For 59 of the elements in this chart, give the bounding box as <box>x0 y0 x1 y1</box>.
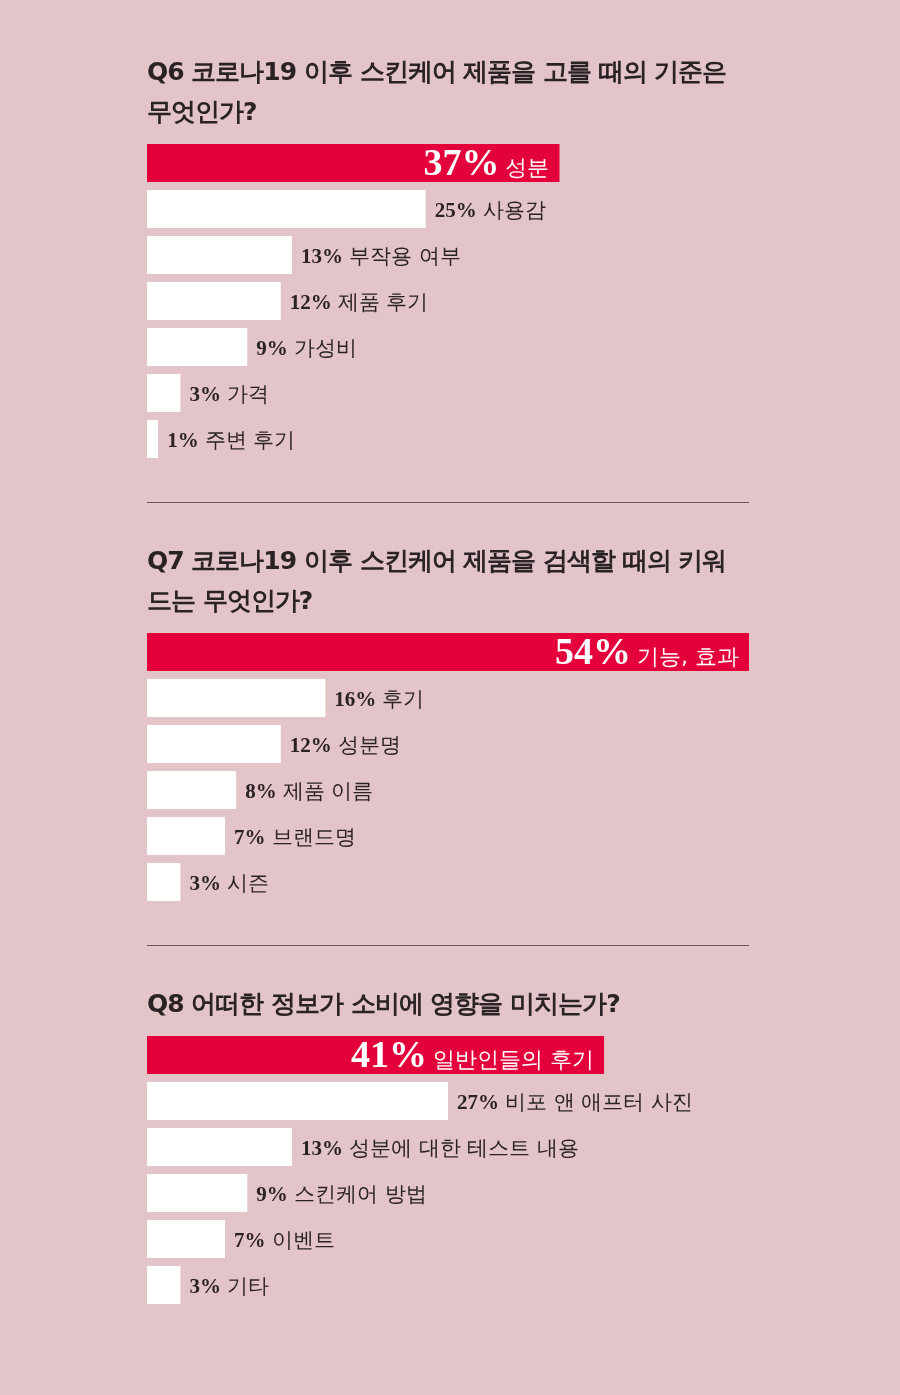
data-label: 13% <box>300 1136 343 1160</box>
y-tick-label: 부작용 여부 <box>348 244 461 268</box>
bar <box>147 817 226 855</box>
y-tick-label: 스킨케어 방법 <box>293 1182 427 1206</box>
bar <box>147 725 281 763</box>
data-label: 7% <box>234 825 266 849</box>
y-tick-label: 비포 앤 애프터 사진 <box>505 1090 694 1114</box>
bar <box>147 374 181 412</box>
y-tick-label: 성분에 대한 테스트 내용 <box>348 1136 579 1160</box>
data-label: 27% <box>457 1090 499 1114</box>
bar <box>147 633 749 671</box>
y-tick-label: 후기 <box>382 687 425 711</box>
bar <box>147 236 292 274</box>
data-label: 1% <box>167 428 199 452</box>
y-tick-label: 브랜드명 <box>271 825 356 849</box>
y-tick-label: 기능, 효과 <box>637 644 739 669</box>
data-label: 12% <box>289 733 332 757</box>
y-tick-label: 이벤트 <box>271 1228 335 1252</box>
data-label: 54% <box>555 630 631 672</box>
y-tick-label: 제품 이름 <box>282 779 374 803</box>
bar <box>147 1220 226 1258</box>
bar <box>147 282 281 320</box>
data-label: 16% <box>334 687 377 711</box>
chart-title: Q8 어떠한 정보가 소비에 영향을 미치는가? <box>147 988 621 1020</box>
bar <box>147 1128 292 1166</box>
bar <box>147 420 159 458</box>
data-label: 9% <box>256 336 288 360</box>
data-label: 13% <box>300 244 343 268</box>
data-label: 9% <box>256 1182 288 1206</box>
y-tick-label: 시즌 <box>226 871 269 895</box>
y-tick-label: 주변 후기 <box>204 428 296 452</box>
data-label: 8% <box>245 779 277 803</box>
bar <box>147 1174 248 1212</box>
data-label: 37% <box>423 141 500 183</box>
y-tick-label: 가격 <box>226 382 269 406</box>
y-tick-label: 성분 <box>505 155 550 180</box>
chart-title: Q7 코로나19 이후 스킨케어 제품을 검색할 때의 키워드는 무엇인가? <box>147 545 728 617</box>
y-tick-label: 기타 <box>226 1274 269 1298</box>
bar <box>147 679 326 717</box>
chart-title: Q6 코로나19 이후 스킨케어 제품을 고를 때의 기준은 무엇인가? <box>147 56 728 128</box>
data-label: 3% <box>189 1274 221 1298</box>
y-tick-label: 성분명 <box>337 733 401 757</box>
data-label: 25% <box>434 198 477 222</box>
bar <box>147 328 248 366</box>
data-label: 3% <box>189 382 221 406</box>
y-tick-label: 사용감 <box>482 198 546 222</box>
y-tick-label: 가성비 <box>293 336 357 360</box>
bar <box>147 190 426 228</box>
y-tick-label: 일반인들의 후기 <box>433 1047 595 1072</box>
data-label: 3% <box>189 871 221 895</box>
y-tick-label: 제품 후기 <box>337 290 429 314</box>
bar <box>147 1266 181 1304</box>
bar <box>147 863 181 901</box>
data-label: 41% <box>351 1033 428 1075</box>
data-label: 7% <box>234 1228 266 1252</box>
bar <box>147 771 237 809</box>
data-label: 12% <box>289 290 332 314</box>
bar <box>147 144 560 182</box>
bar <box>147 1082 448 1120</box>
